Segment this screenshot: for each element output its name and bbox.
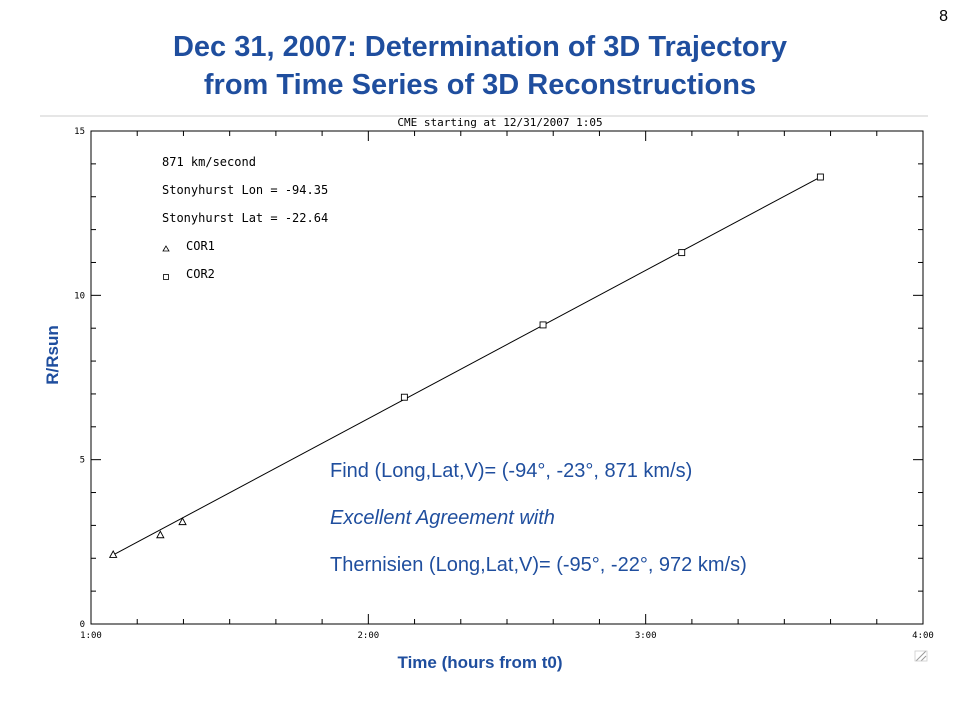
cor2-point bbox=[678, 249, 686, 257]
legend: 871 km/second Stonyhurst Lon = -94.35 Ston… bbox=[162, 155, 328, 281]
x-axis: 1:00 2:00 3:00 4:00 bbox=[80, 131, 934, 641]
x-tick-label: 1:00 bbox=[80, 631, 102, 641]
y-axis: 0 5 10 15 bbox=[74, 127, 923, 630]
legend-info-line: Stonyhurst Lon = -94.35 bbox=[162, 183, 328, 197]
legend-triangle-marker bbox=[162, 245, 170, 252]
legend-info-line: Stonyhurst Lat = -22.64 bbox=[162, 211, 328, 225]
fit-line bbox=[112, 176, 821, 556]
cor1-point bbox=[178, 517, 187, 526]
cor1-point bbox=[108, 550, 118, 558]
resize-grip-icon bbox=[914, 650, 928, 662]
title-line-2: from Time Series of 3D Reconstructions bbox=[203, 69, 757, 101]
legend-series-label: COR1 bbox=[186, 239, 215, 253]
cor2-point bbox=[400, 393, 408, 401]
result-annotation: Find (Long,Lat,V)= (-94°, -23°, 871 km/s… bbox=[330, 460, 693, 482]
y-tick-label: 0 bbox=[80, 620, 85, 630]
agreement-annotation: Excellent Agreement with bbox=[330, 507, 555, 529]
legend-square-marker bbox=[163, 274, 169, 280]
cor2-point bbox=[539, 321, 547, 329]
y-tick-label: 5 bbox=[80, 456, 85, 466]
y-tick-label: 10 bbox=[74, 291, 85, 301]
thernisien-annotation: Thernisien (Long,Lat,V)= (-95°, -22°, 97… bbox=[330, 554, 747, 576]
x-tick-label: 4:00 bbox=[912, 631, 934, 641]
data-points bbox=[108, 173, 824, 558]
x-axis-label: Time (hours from t0) bbox=[397, 653, 563, 672]
cor2-point bbox=[816, 173, 824, 181]
y-axis-label-box: R/Rsun bbox=[38, 300, 68, 410]
cor1-point bbox=[156, 530, 165, 539]
title-line-1: Dec 31, 2007: Determination of 3D Trajec… bbox=[172, 31, 788, 63]
legend-info-line: 871 km/second bbox=[162, 155, 256, 169]
legend-series-label: COR2 bbox=[186, 267, 215, 281]
x-tick-label: 2:00 bbox=[357, 631, 379, 641]
fit-line-group bbox=[112, 176, 821, 556]
y-tick-label: 15 bbox=[74, 127, 85, 137]
slide-number: 8 bbox=[939, 8, 948, 25]
slide-title: Dec 31, 2007: Determination of 3D Trajec… bbox=[0, 28, 960, 104]
y-axis-label: R/Rsun bbox=[43, 325, 62, 385]
plot-title: CME starting at 12/31/2007 1:05 bbox=[397, 116, 602, 129]
x-tick-label: 3:00 bbox=[635, 631, 657, 641]
plot-frame bbox=[90, 130, 924, 625]
